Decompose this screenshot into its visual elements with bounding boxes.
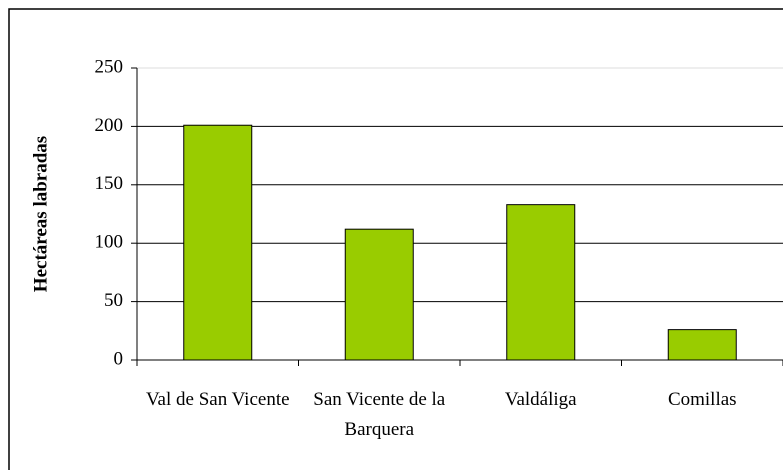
- bar: [667, 329, 737, 361]
- y-tick-label: 150: [95, 173, 124, 194]
- x-tick-label: Comillas: [667, 389, 737, 410]
- x-tick-label: Val de San Vicente: [145, 389, 290, 410]
- y-axis-label: Hectáreas labradas: [30, 136, 51, 292]
- y-tick-label: 50: [104, 290, 123, 311]
- bar: [344, 228, 414, 361]
- frame: [8, 8, 783, 470]
- y-tick-label: 200: [95, 115, 124, 136]
- bar: [183, 124, 253, 361]
- y-tick-label: 0: [114, 348, 124, 369]
- x-tick-label: Valdáliga: [504, 389, 577, 410]
- bar: [506, 204, 576, 361]
- y-tick-label: 250: [95, 56, 124, 77]
- y-tick-label: 100: [95, 232, 124, 253]
- x-tick-label: San Vicente de la Barquera: [313, 389, 446, 440]
